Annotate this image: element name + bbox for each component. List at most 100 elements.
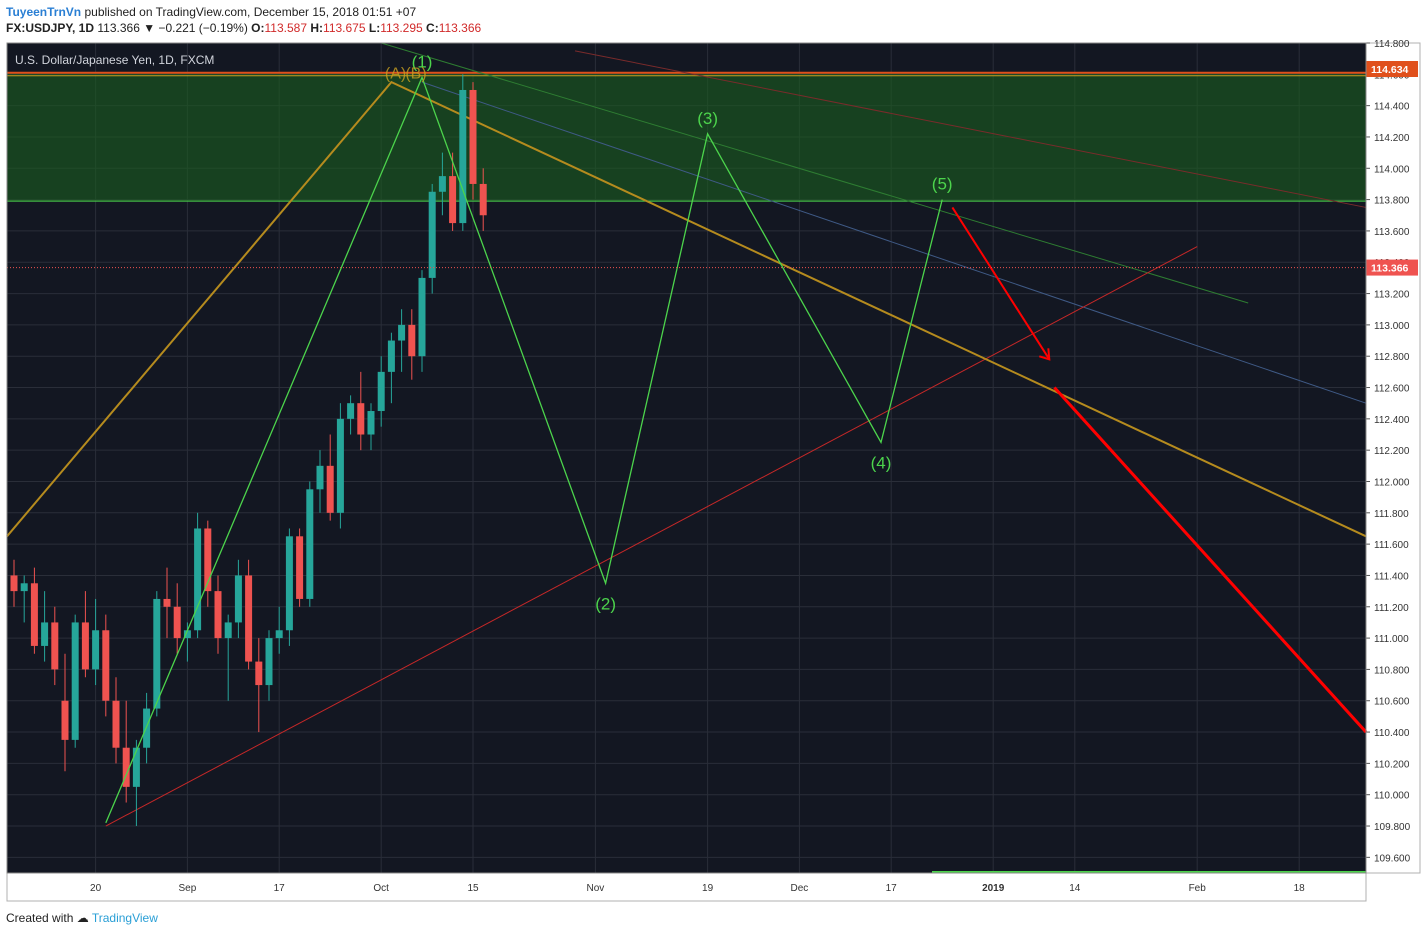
candle-body xyxy=(357,403,365,435)
projection-down-line xyxy=(1053,386,1368,734)
candle-body xyxy=(306,489,314,599)
candle-body xyxy=(387,340,395,372)
candle xyxy=(398,309,406,372)
x-tick-label: 17 xyxy=(274,883,286,894)
ab-label: (B) xyxy=(405,65,426,82)
open-value: 113.587 xyxy=(264,21,308,35)
x-tick-label: Sep xyxy=(179,883,197,894)
plot-border xyxy=(6,42,1367,874)
candle-body xyxy=(92,630,100,670)
wave-label: (4) xyxy=(871,453,892,472)
symbol-label: FX:USDJPY, 1D xyxy=(6,21,95,35)
candle-body xyxy=(173,606,181,639)
created-with-label: Created with xyxy=(6,911,74,925)
wave-label: (3) xyxy=(697,109,718,128)
ab-label: (A) xyxy=(385,65,406,82)
y-tick-label: 113.200 xyxy=(1374,290,1410,301)
candle xyxy=(265,630,273,701)
close-value: 113.366 xyxy=(438,21,482,35)
candle xyxy=(234,559,242,639)
candle-body xyxy=(20,583,28,592)
candle-body xyxy=(112,700,120,748)
y-tick-label: 112.400 xyxy=(1374,415,1410,426)
candle-body xyxy=(51,622,59,670)
y-tick-label: 111.400 xyxy=(1374,571,1409,582)
x-tick-label: 18 xyxy=(1294,883,1306,894)
y-tick-label: 111.200 xyxy=(1374,603,1409,614)
candle-body xyxy=(163,598,171,607)
candle-body xyxy=(449,176,457,224)
candles xyxy=(10,74,487,827)
candle-body xyxy=(459,89,467,224)
candle xyxy=(428,183,436,294)
y-tick-label: 111.600 xyxy=(1374,540,1409,551)
candle xyxy=(306,481,314,607)
tradingview-brand[interactable]: TradingView xyxy=(91,911,158,925)
candle-body xyxy=(255,661,263,686)
price-axis xyxy=(1365,42,1421,874)
low-label: L: xyxy=(368,21,381,35)
candle xyxy=(204,520,212,607)
y-tick-label: 111.800 xyxy=(1374,509,1409,520)
candle-body xyxy=(275,630,283,639)
projection-arrow-head xyxy=(1039,348,1051,361)
candle xyxy=(122,700,130,803)
publish-info: published on TradingView.com, December 1… xyxy=(84,5,417,19)
candle-body xyxy=(30,583,38,646)
price-tag-label: 114.634 xyxy=(1371,64,1409,76)
price-tag xyxy=(1366,60,1418,77)
y-tick-label: 113.800 xyxy=(1374,196,1410,207)
candle-body xyxy=(285,536,293,631)
y-tick-label: 110.400 xyxy=(1374,728,1410,739)
candle xyxy=(10,559,18,607)
footer: Created with ☁ TradingView xyxy=(6,911,158,925)
candle xyxy=(459,74,467,231)
candle-body xyxy=(194,528,202,631)
y-tick-label: 112.000 xyxy=(1374,477,1410,488)
y-tick-label: 114.400 xyxy=(1374,102,1410,113)
candle xyxy=(336,403,344,529)
candle xyxy=(71,614,79,748)
candle-body xyxy=(316,465,324,490)
candle-body xyxy=(224,622,232,639)
candle-body xyxy=(10,575,18,592)
candle xyxy=(367,403,375,451)
candle xyxy=(285,528,293,646)
y-tick-label: 114.000 xyxy=(1374,164,1410,175)
x-tick-label: 14 xyxy=(1069,883,1081,894)
candle xyxy=(81,591,89,678)
wave-label: (5) xyxy=(932,175,953,194)
x-tick-label: 17 xyxy=(886,883,898,894)
candle-body xyxy=(132,747,140,787)
candle-body xyxy=(428,191,436,278)
red-channel-line xyxy=(574,50,1367,208)
candle xyxy=(449,152,457,231)
price-tag xyxy=(1366,259,1418,276)
candle xyxy=(316,450,324,513)
candle-body xyxy=(245,575,253,662)
candle xyxy=(377,356,385,427)
candle-body xyxy=(153,598,161,709)
candle xyxy=(92,598,100,686)
candle xyxy=(357,371,365,451)
candle xyxy=(245,559,253,670)
candle xyxy=(112,677,120,764)
candle-body xyxy=(408,324,416,357)
candle xyxy=(326,434,334,521)
candle xyxy=(296,528,304,607)
resistance-zone xyxy=(7,72,1366,202)
y-tick-label: 113.000 xyxy=(1374,321,1410,332)
x-tick-label: 15 xyxy=(467,883,479,894)
candle xyxy=(20,575,28,623)
price-change: ▼ −0.221 (−0.19%) xyxy=(143,21,248,35)
y-tick-label: 112.200 xyxy=(1374,446,1410,457)
username-link[interactable]: TuyeenTrnVn xyxy=(6,5,82,19)
y-tick-label: 109.800 xyxy=(1374,822,1411,833)
candle-body xyxy=(265,638,273,686)
y-tick-label: 112.600 xyxy=(1374,384,1410,395)
chart-header: TuyeenTrnVn published on TradingView.com… xyxy=(6,4,481,36)
candle-body xyxy=(418,277,426,357)
y-tick-label: 112.800 xyxy=(1374,352,1410,363)
publish-line: TuyeenTrnVn published on TradingView.com… xyxy=(6,4,481,20)
